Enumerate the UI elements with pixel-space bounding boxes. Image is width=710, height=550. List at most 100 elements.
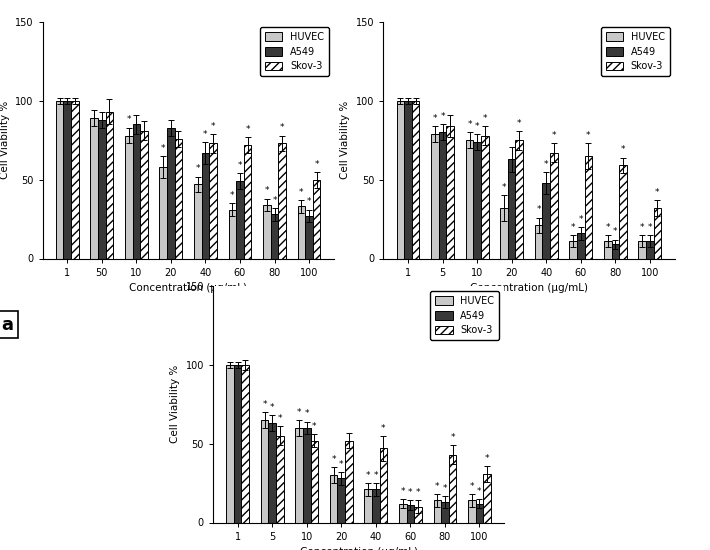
X-axis label: Concentration (μg/mL): Concentration (μg/mL) bbox=[300, 547, 417, 550]
Bar bbox=[484, 474, 491, 522]
Bar bbox=[466, 140, 474, 258]
Text: *: * bbox=[432, 114, 437, 123]
Bar bbox=[535, 226, 542, 258]
Bar bbox=[263, 205, 271, 258]
Bar bbox=[140, 131, 148, 258]
Bar bbox=[268, 423, 276, 522]
Bar bbox=[431, 134, 439, 258]
Bar bbox=[481, 135, 488, 258]
Bar bbox=[542, 183, 550, 258]
Text: *: * bbox=[265, 186, 269, 195]
Text: *: * bbox=[230, 191, 234, 200]
Text: *: * bbox=[339, 460, 344, 469]
Bar bbox=[414, 507, 422, 522]
Text: *: * bbox=[613, 228, 618, 236]
Legend: HUVEC, A549, Skov-3: HUVEC, A549, Skov-3 bbox=[430, 291, 499, 340]
Text: *: * bbox=[621, 145, 626, 155]
Bar bbox=[337, 478, 345, 522]
Bar bbox=[297, 206, 305, 258]
Text: *: * bbox=[161, 144, 165, 153]
Bar bbox=[439, 133, 447, 258]
Bar bbox=[372, 490, 380, 522]
Text: *: * bbox=[238, 161, 242, 170]
Bar bbox=[407, 505, 414, 522]
Bar bbox=[295, 428, 303, 522]
Text: *: * bbox=[373, 471, 378, 480]
Bar bbox=[412, 101, 420, 258]
Bar bbox=[229, 210, 236, 258]
Text: *: * bbox=[517, 119, 522, 128]
Text: *: * bbox=[126, 116, 131, 124]
Bar bbox=[236, 182, 244, 258]
Y-axis label: Cell Viability %: Cell Viability % bbox=[0, 101, 9, 179]
Bar bbox=[501, 208, 508, 258]
Bar bbox=[303, 428, 310, 522]
Bar bbox=[404, 101, 412, 258]
Bar bbox=[577, 233, 584, 258]
Bar bbox=[441, 502, 449, 522]
Bar bbox=[646, 241, 654, 258]
Text: *: * bbox=[280, 123, 285, 133]
Text: *: * bbox=[485, 454, 489, 463]
Text: b: b bbox=[342, 316, 355, 334]
Text: *: * bbox=[483, 114, 487, 123]
Bar bbox=[202, 153, 209, 258]
Text: *: * bbox=[195, 164, 200, 173]
Bar bbox=[550, 153, 557, 258]
Bar bbox=[167, 128, 175, 258]
Text: *: * bbox=[467, 120, 471, 129]
Bar bbox=[241, 365, 249, 522]
Text: *: * bbox=[552, 131, 556, 140]
Bar bbox=[449, 455, 457, 522]
Text: *: * bbox=[262, 400, 267, 409]
Bar bbox=[569, 241, 577, 258]
Bar bbox=[399, 504, 407, 522]
Text: *: * bbox=[366, 471, 371, 480]
Bar bbox=[133, 124, 140, 258]
Bar bbox=[194, 184, 202, 258]
Text: *: * bbox=[246, 125, 250, 134]
Text: *: * bbox=[571, 223, 575, 232]
Bar bbox=[619, 166, 627, 258]
Bar bbox=[330, 475, 337, 522]
Bar bbox=[584, 156, 592, 258]
Bar bbox=[468, 500, 476, 522]
Text: *: * bbox=[586, 131, 591, 140]
Text: *: * bbox=[475, 122, 479, 131]
Bar bbox=[125, 135, 133, 258]
Text: *: * bbox=[203, 130, 207, 139]
Text: *: * bbox=[270, 403, 275, 412]
Text: *: * bbox=[305, 409, 309, 419]
Text: *: * bbox=[408, 488, 413, 497]
Bar bbox=[244, 145, 251, 258]
Bar bbox=[654, 208, 661, 258]
Bar bbox=[447, 126, 454, 258]
Bar bbox=[234, 365, 241, 522]
Text: *: * bbox=[450, 433, 455, 442]
Text: *: * bbox=[400, 487, 405, 496]
Y-axis label: Cell Viability %: Cell Viability % bbox=[340, 101, 350, 179]
Bar bbox=[474, 142, 481, 258]
Bar bbox=[160, 167, 167, 258]
Text: *: * bbox=[307, 197, 311, 206]
Text: *: * bbox=[297, 408, 301, 417]
Bar bbox=[271, 214, 278, 258]
Text: *: * bbox=[440, 112, 445, 122]
Text: *: * bbox=[606, 223, 610, 232]
Legend: HUVEC, A549, Skov-3: HUVEC, A549, Skov-3 bbox=[260, 27, 329, 76]
Bar bbox=[226, 365, 234, 522]
X-axis label: Concentration (μg/mL): Concentration (μg/mL) bbox=[129, 283, 247, 293]
Bar bbox=[397, 101, 404, 258]
Bar bbox=[71, 101, 79, 258]
Legend: HUVEC, A549, Skov-3: HUVEC, A549, Skov-3 bbox=[601, 27, 670, 76]
Text: *: * bbox=[272, 196, 277, 205]
Bar bbox=[611, 244, 619, 258]
Bar bbox=[98, 120, 106, 258]
Y-axis label: Cell Viability %: Cell Viability % bbox=[170, 365, 180, 443]
Bar bbox=[434, 500, 441, 522]
Bar bbox=[313, 180, 320, 258]
Text: a: a bbox=[1, 316, 13, 334]
Text: *: * bbox=[655, 188, 660, 197]
Bar bbox=[261, 420, 268, 522]
Text: *: * bbox=[536, 205, 541, 214]
